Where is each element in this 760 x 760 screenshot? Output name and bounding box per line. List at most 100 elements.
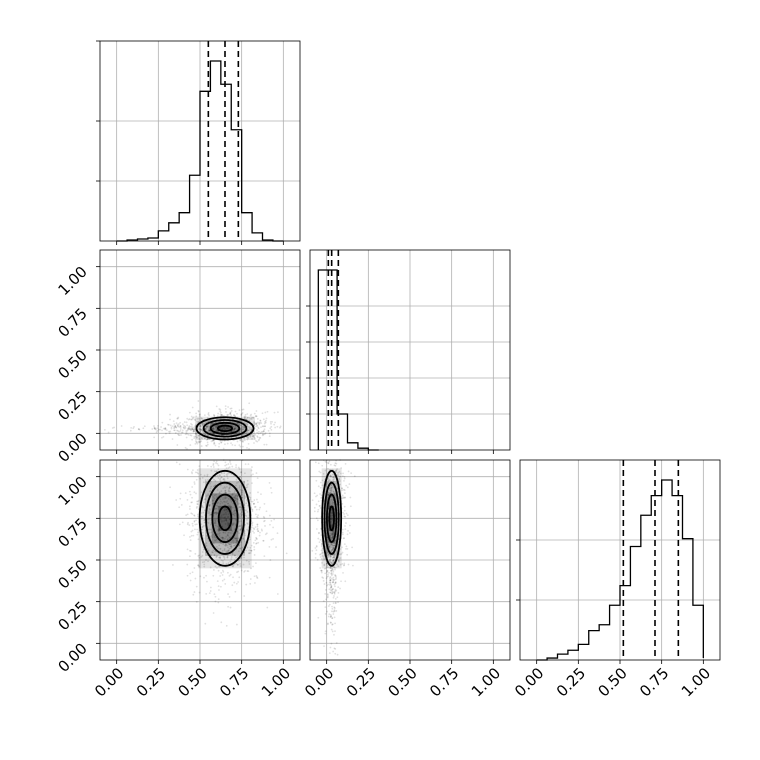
scatter-point — [262, 430, 265, 433]
scatter-point — [240, 471, 243, 473]
scatter-point — [314, 556, 317, 559]
scatter-point — [214, 444, 217, 447]
scatter-point — [199, 424, 202, 426]
scatter-point — [224, 537, 226, 540]
scatter-point — [246, 528, 249, 531]
scatter-point — [250, 416, 253, 419]
scatter-point — [232, 496, 235, 499]
scatter-point — [234, 537, 237, 540]
scatter-point — [314, 461, 317, 464]
scatter-point — [222, 478, 225, 481]
scatter-point — [238, 423, 241, 426]
scatter-point — [252, 542, 255, 544]
scatter-point — [332, 535, 334, 538]
scatter-point — [323, 645, 325, 648]
scatter-point — [227, 420, 230, 423]
scatter-point — [339, 483, 342, 486]
scatter-point — [326, 569, 329, 572]
scatter-point — [239, 528, 242, 531]
scatter-point — [342, 511, 344, 514]
scatter-point — [330, 551, 333, 553]
scatter-point — [219, 532, 221, 534]
scatter-point — [264, 425, 266, 428]
scatter-point — [226, 427, 229, 430]
scatter-point — [252, 502, 255, 505]
scatter-point — [328, 559, 331, 561]
scatter-point — [226, 413, 229, 416]
scatter-point — [246, 486, 249, 489]
scatter-point — [202, 422, 204, 425]
scatter-point — [332, 530, 335, 533]
scatter-point — [208, 438, 211, 441]
scatter-point — [330, 572, 333, 575]
scatter-point — [337, 559, 340, 562]
scatter-point — [343, 537, 345, 539]
scatter-point — [337, 586, 340, 589]
scatter-point — [231, 524, 234, 527]
scatter-point — [217, 569, 220, 572]
scatter-point — [329, 555, 332, 558]
scatter-point — [256, 436, 259, 439]
density-cell — [329, 505, 335, 531]
density-cell — [218, 505, 232, 531]
scatter-point — [231, 493, 234, 496]
scatter-point — [208, 428, 210, 431]
scatter-point — [228, 487, 231, 489]
contour-line — [205, 481, 245, 555]
scatter-point — [213, 539, 216, 542]
scatter-point — [329, 615, 332, 618]
scatter-point — [331, 544, 333, 547]
scatter-point — [169, 486, 172, 489]
scatter-point — [226, 475, 228, 477]
scatter-point — [216, 496, 218, 498]
scatter-point — [178, 423, 180, 425]
scatter-point — [215, 470, 218, 473]
scatter-point — [227, 562, 230, 565]
scatter-point — [250, 469, 253, 472]
scatter-point — [229, 560, 232, 563]
scatter-point — [249, 498, 252, 501]
scatter-point — [331, 567, 334, 570]
scatter-point — [225, 427, 228, 430]
scatter-point — [313, 506, 316, 509]
scatter-point — [245, 583, 248, 586]
scatter-point — [263, 443, 266, 446]
scatter-point — [227, 605, 229, 608]
scatter-point — [232, 425, 234, 428]
scatter-point — [264, 432, 267, 435]
scatter-point — [332, 610, 335, 613]
scatter-point — [164, 427, 167, 429]
scatter-point — [333, 583, 336, 586]
scatter-point — [260, 426, 262, 428]
scatter-point — [272, 526, 275, 529]
contour-line — [323, 481, 340, 555]
scatter-point — [229, 545, 232, 548]
scatter-point — [222, 537, 224, 539]
scatter-point — [220, 423, 223, 426]
scatter-point — [219, 408, 222, 411]
scatter-point — [185, 430, 188, 432]
scatter-point — [168, 430, 170, 433]
scatter-point — [217, 565, 220, 568]
scatter-point — [264, 525, 266, 527]
scatter-point — [226, 500, 229, 502]
scatter-point — [331, 592, 334, 595]
scatter-point — [197, 555, 200, 557]
scatter-point — [197, 400, 200, 402]
scatter-point — [155, 431, 158, 434]
scatter-point — [240, 557, 243, 559]
scatter-point — [235, 537, 238, 540]
scatter-point — [225, 508, 228, 511]
scatter-point — [233, 428, 236, 431]
scatter-point — [324, 558, 326, 560]
scatter-point — [247, 426, 250, 428]
scatter-point — [233, 433, 235, 436]
scatter-point — [223, 539, 226, 542]
scatter-point — [233, 514, 236, 517]
scatter-point — [238, 525, 241, 528]
scatter-point — [232, 428, 235, 430]
scatter-point — [259, 419, 262, 422]
scatter-point — [226, 556, 229, 558]
scatter-point — [253, 499, 256, 501]
scatter-point — [173, 426, 176, 429]
